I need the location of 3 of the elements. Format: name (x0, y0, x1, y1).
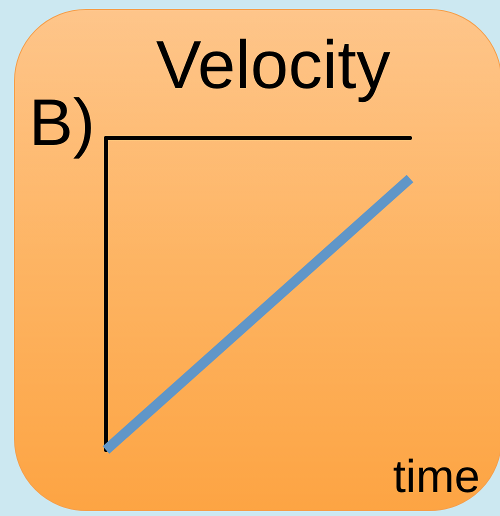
chart-title: Velocity (156, 27, 390, 103)
annotation: B) (29, 85, 95, 159)
x-axis-title: time (393, 450, 480, 502)
